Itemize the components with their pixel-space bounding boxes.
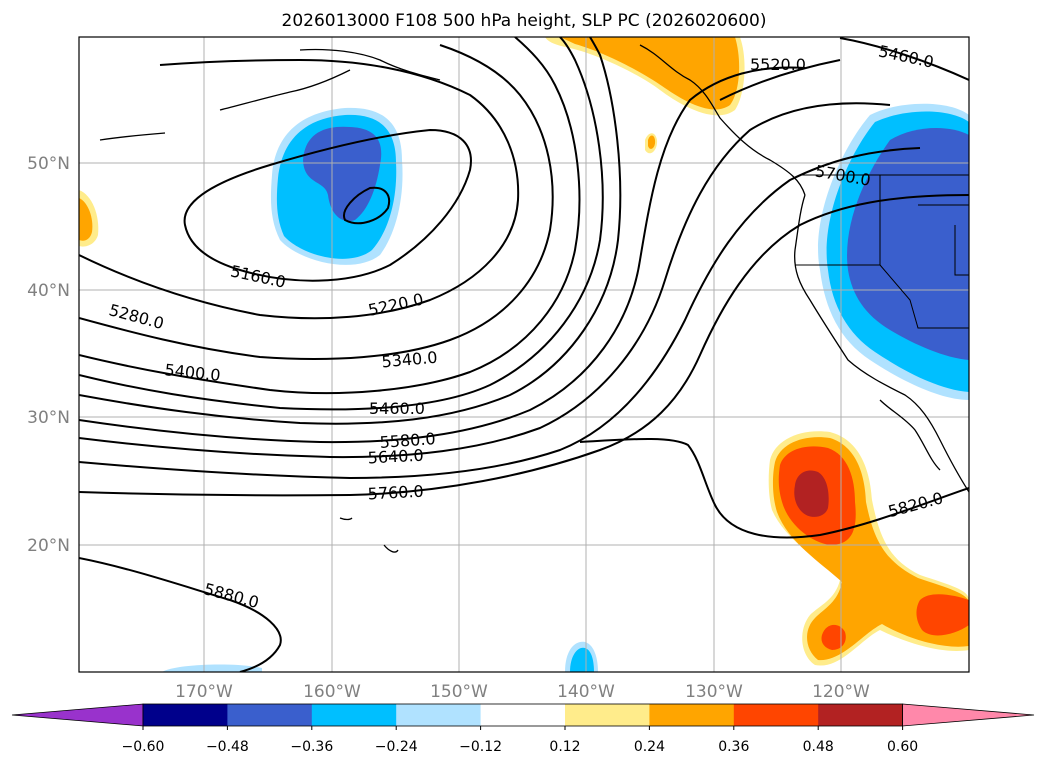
colorbar-swatch [311, 704, 397, 726]
colorbar-tick-label: 0.60 [887, 739, 918, 755]
map-area: 5160.0 5220.0 5280.0 5340.0 5400.0 5460.… [79, 37, 969, 672]
lon-label: 150°W [430, 682, 488, 702]
colorbar-tick-label: −0.12 [459, 739, 502, 755]
contour-label: 5520.0 [750, 55, 806, 74]
colorbar-swatch [649, 704, 735, 726]
lat-label: 40°N [27, 281, 70, 301]
colorbar-swatch [143, 704, 228, 726]
contour-label: 5580.0 [379, 429, 436, 452]
colorbar-swatch [396, 704, 482, 726]
colorbar-swatch [818, 704, 904, 726]
colorbar-tick-label: 0.12 [549, 739, 580, 755]
colorbar-tick-label: −0.48 [206, 739, 249, 755]
colorbar-tick-label: 0.36 [718, 739, 749, 755]
colorbar: −0.60 −0.48 −0.36 −0.24 −0.12 0.12 0.24 0.36 0.4… [11, 703, 1035, 755]
contour-label: 5640.0 [367, 446, 424, 468]
colorbar-extend-min [11, 703, 144, 727]
colorbar-swatch [480, 704, 566, 726]
colorbar-tick-label: −0.60 [122, 739, 165, 755]
lat-label: 50°N [27, 154, 70, 174]
state-borders [795, 174, 969, 329]
lon-label: 140°W [557, 682, 615, 702]
lon-label: 160°W [303, 682, 361, 702]
colorbar-tick-label: −0.36 [290, 739, 333, 755]
contour-label: 5340.0 [381, 348, 438, 372]
lon-label: 120°W [812, 682, 870, 702]
map-frame [78, 36, 970, 673]
map-title: 2026013000 F108 500 hPa height, SLP PC (… [282, 11, 767, 31]
lon-label: 130°W [685, 682, 743, 702]
contour-label: 5760.0 [367, 482, 424, 504]
contour-label: 5460.0 [369, 399, 425, 418]
colorbar-tick-label: 0.48 [803, 739, 834, 755]
height-contours [79, 37, 969, 672]
colorbar-swatch [565, 704, 650, 726]
colorbar-swatch [227, 704, 313, 726]
colorbar-swatch [733, 704, 819, 726]
colorbar-extend-max [902, 703, 1035, 727]
lat-label: 30°N [27, 408, 70, 428]
colorbar-tick-label: 0.24 [634, 739, 665, 755]
lon-label: 170°W [175, 682, 233, 702]
lat-label: 20°N [27, 536, 70, 556]
colorbar-tick-label: −0.24 [375, 739, 418, 755]
